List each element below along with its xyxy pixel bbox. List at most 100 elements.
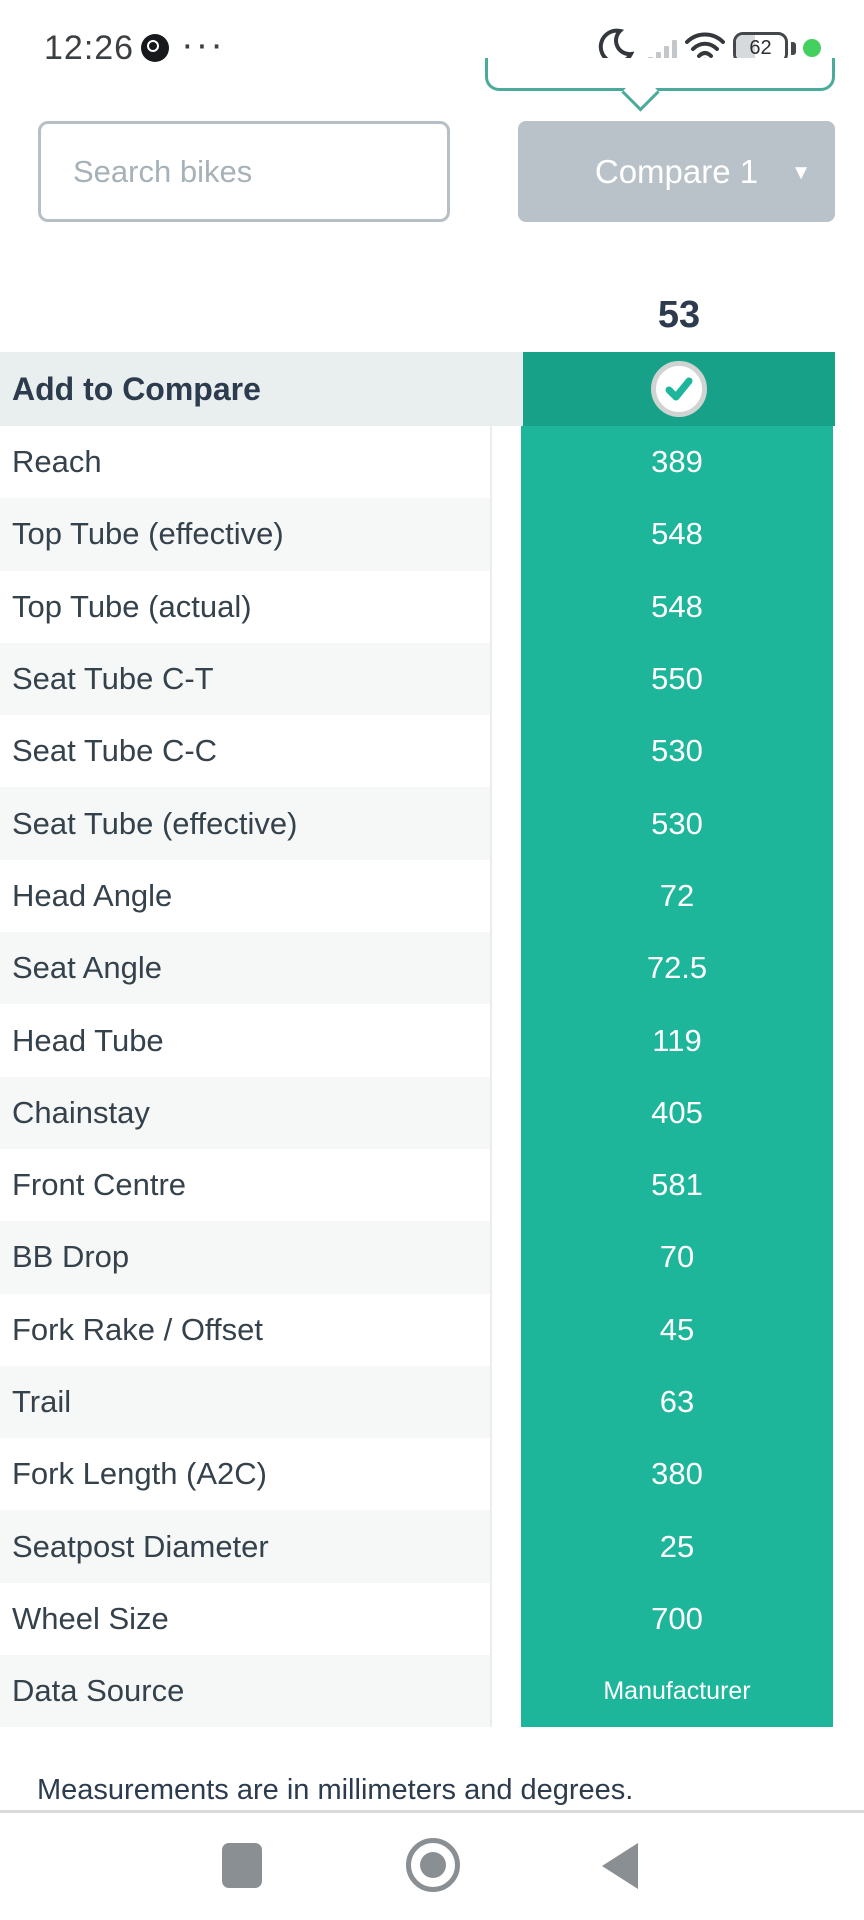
row-label: Seat Tube (effective) — [0, 787, 492, 860]
add-to-compare-cell — [523, 352, 835, 426]
compare-button[interactable]: Compare 1 ▾ — [518, 121, 835, 222]
add-to-compare-label: Add to Compare — [0, 352, 523, 426]
row-value: 72.5 — [521, 932, 833, 1005]
row-value: 70 — [521, 1221, 833, 1294]
row-value: 530 — [521, 715, 833, 788]
row-label: Fork Rake / Offset — [0, 1293, 492, 1366]
footer-divider — [0, 1810, 864, 1813]
row-value: Manufacturer — [521, 1655, 833, 1728]
row-gutter — [492, 1221, 521, 1294]
table-row: Fork Length (A2C) 380 — [0, 1438, 864, 1511]
row-value: 63 — [521, 1365, 833, 1439]
table-row: Reach 389 — [0, 426, 864, 499]
row-gutter — [492, 932, 521, 1005]
row-value: 581 — [521, 1148, 833, 1222]
check-icon — [665, 377, 693, 401]
row-gutter — [492, 1582, 521, 1656]
search-input[interactable] — [38, 121, 450, 222]
compare-tooltip-outline — [485, 58, 835, 91]
table-row: BB Drop 70 — [0, 1221, 864, 1294]
recents-button[interactable] — [222, 1843, 262, 1888]
row-label: Fork Length (A2C) — [0, 1438, 492, 1511]
geometry-table: Add to Compare Reach 389 Top Tube (effec… — [0, 352, 864, 1728]
row-value: 389 — [521, 426, 833, 499]
row-label: Seat Tube C-T — [0, 642, 492, 716]
row-gutter — [492, 859, 521, 933]
size-column-header: 53 — [657, 294, 701, 336]
row-gutter — [492, 1510, 521, 1583]
row-value: 380 — [521, 1438, 833, 1511]
battery-nub — [791, 42, 796, 55]
row-gutter — [492, 1148, 521, 1222]
row-gutter — [492, 1293, 521, 1366]
table-row: Head Tube 119 — [0, 1004, 864, 1077]
row-label: Data Source — [0, 1655, 492, 1728]
row-gutter — [492, 642, 521, 716]
row-label: Front Centre — [0, 1148, 492, 1222]
row-gutter — [492, 426, 521, 499]
battery-percent: 62 — [749, 36, 772, 59]
whatsapp-icon — [141, 34, 169, 62]
row-gutter — [492, 1655, 521, 1728]
table-row: Fork Rake / Offset 45 — [0, 1293, 864, 1366]
row-label: Head Tube — [0, 1004, 492, 1077]
row-value: 45 — [521, 1293, 833, 1366]
row-gutter — [492, 1438, 521, 1511]
clock-time: 12:26 — [44, 29, 135, 67]
row-label: Top Tube (actual) — [0, 570, 492, 643]
row-value: 700 — [521, 1582, 833, 1656]
chevron-down-icon: ▾ — [794, 158, 807, 185]
table-row: Top Tube (actual) 548 — [0, 570, 864, 643]
row-label: Reach — [0, 426, 492, 499]
geometry-rows: Reach 389 Top Tube (effective) 548 Top T… — [0, 426, 864, 1728]
table-row: Wheel Size 700 — [0, 1582, 864, 1656]
whatsapp-icon-ring — [147, 40, 159, 52]
more-icon: ··· — [181, 24, 225, 66]
row-label: Trail — [0, 1365, 492, 1439]
row-label: Head Angle — [0, 859, 492, 933]
add-to-compare-row: Add to Compare — [0, 352, 864, 426]
row-value: 119 — [521, 1004, 833, 1077]
row-value: 548 — [521, 570, 833, 643]
table-row: Seat Tube C-T 550 — [0, 642, 864, 716]
row-gutter — [492, 498, 521, 571]
row-label: BB Drop — [0, 1221, 492, 1294]
table-row: Seat Tube (effective) 530 — [0, 787, 864, 860]
table-row: Data Source Manufacturer — [0, 1655, 864, 1728]
row-gutter — [492, 1365, 521, 1439]
row-label: Top Tube (effective) — [0, 498, 492, 571]
compare-button-label: Compare 1 — [594, 152, 759, 190]
table-row: Top Tube (effective) 548 — [0, 498, 864, 571]
table-row: Head Angle 72 — [0, 859, 864, 933]
row-value: 72 — [521, 859, 833, 933]
status-green-dot — [803, 39, 821, 57]
table-row: Chainstay 405 — [0, 1076, 864, 1149]
home-button-dot — [420, 1852, 446, 1878]
status-bar: 12:26 ··· 62 — [0, 22, 864, 74]
table-row: Front Centre 581 — [0, 1148, 864, 1222]
measurement-units-note: Measurements are in millimeters and degr… — [37, 1774, 634, 1806]
row-value: 405 — [521, 1076, 833, 1149]
row-label: Chainstay — [0, 1076, 492, 1149]
table-row: Seat Tube C-C 530 — [0, 715, 864, 788]
table-row: Seat Angle 72.5 — [0, 932, 864, 1005]
table-row: Seatpost Diameter 25 — [0, 1510, 864, 1583]
battery-fill — [736, 35, 755, 61]
row-value: 530 — [521, 787, 833, 860]
row-gutter — [492, 715, 521, 788]
compare-checkbox[interactable] — [651, 361, 707, 417]
table-row: Trail 63 — [0, 1365, 864, 1439]
row-gutter — [492, 1004, 521, 1077]
row-label: Seat Angle — [0, 932, 492, 1005]
row-label: Seatpost Diameter — [0, 1510, 492, 1583]
row-label: Wheel Size — [0, 1582, 492, 1656]
row-label: Seat Tube C-C — [0, 715, 492, 788]
home-button[interactable] — [406, 1838, 460, 1892]
row-gutter — [492, 1076, 521, 1149]
row-value: 550 — [521, 642, 833, 716]
row-value: 548 — [521, 498, 833, 571]
row-gutter — [492, 787, 521, 860]
back-button[interactable] — [602, 1843, 638, 1889]
row-value: 25 — [521, 1510, 833, 1583]
